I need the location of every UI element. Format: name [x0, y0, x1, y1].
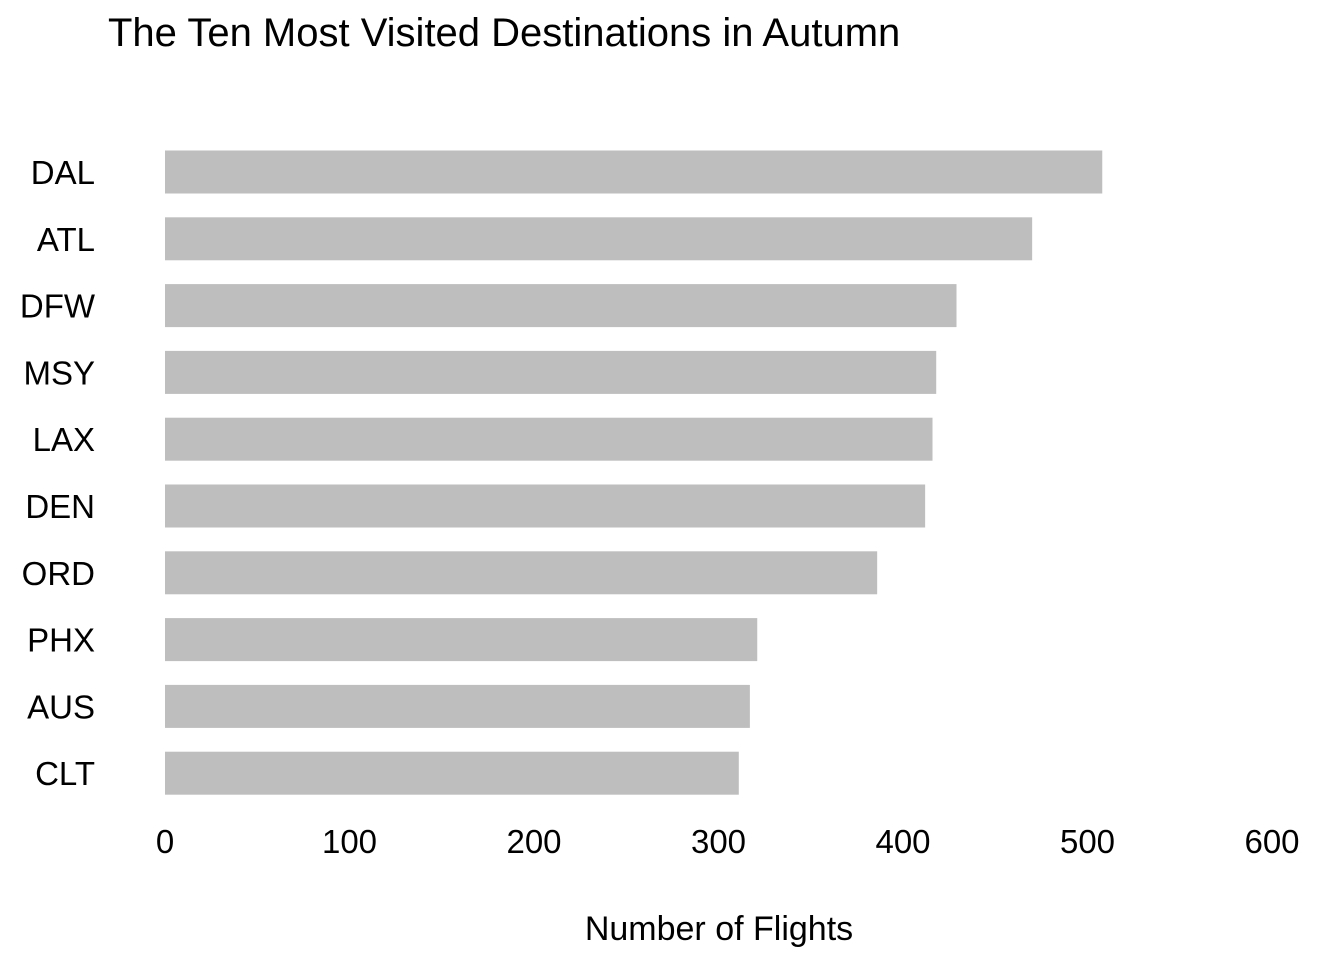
y-tick-label-clt: CLT: [35, 755, 95, 792]
x-tick-label-300: 300: [691, 823, 746, 860]
x-axis-tick-labels: 0 100 200 300 400 500 600: [156, 823, 1300, 860]
x-tick-label-200: 200: [506, 823, 561, 860]
y-tick-label-msy: MSY: [23, 354, 95, 391]
bar-clt: [165, 751, 739, 795]
y-tick-label-lax: LAX: [33, 421, 95, 458]
y-tick-label-dfw: DFW: [20, 288, 96, 325]
bar-den: [165, 484, 926, 528]
bar-dal: [165, 150, 1103, 194]
x-axis-title: Number of Flights: [585, 910, 853, 948]
x-tick-label-600: 600: [1244, 823, 1299, 860]
bars: [165, 150, 1103, 795]
bar-aus: [165, 684, 750, 728]
y-tick-label-den: DEN: [25, 488, 95, 525]
x-tick-label-100: 100: [322, 823, 377, 860]
y-tick-label-ord: ORD: [22, 555, 95, 592]
y-axis-tick-labels: DAL ATL DFW MSY LAX DEN ORD PHX AUS CLT: [20, 154, 96, 792]
x-tick-label-500: 500: [1060, 823, 1115, 860]
chart-title: The Ten Most Visited Destinations in Aut…: [108, 11, 901, 55]
bar-lax: [165, 417, 933, 461]
bar-atl: [165, 217, 1033, 261]
y-tick-label-phx: PHX: [27, 622, 95, 659]
x-tick-label-400: 400: [875, 823, 930, 860]
bar-msy: [165, 350, 937, 394]
bar-dfw: [165, 284, 957, 328]
y-tick-label-dal: DAL: [31, 154, 95, 191]
y-tick-label-aus: AUS: [27, 688, 95, 725]
bar-ord: [165, 551, 878, 595]
x-tick-label-0: 0: [156, 823, 174, 860]
bar-phx: [165, 618, 758, 662]
y-tick-label-atl: ATL: [37, 221, 95, 258]
